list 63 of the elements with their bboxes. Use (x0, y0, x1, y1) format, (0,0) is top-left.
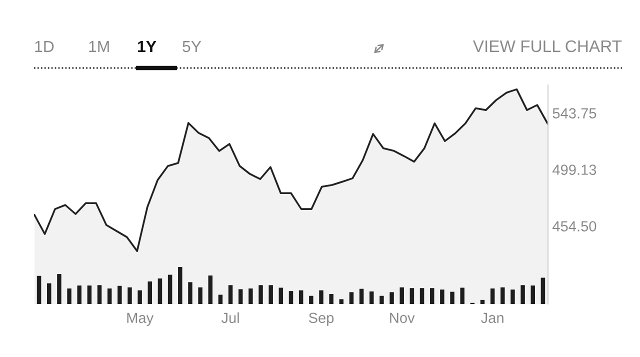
bar (370, 291, 374, 304)
bar (520, 285, 525, 304)
bar (107, 288, 112, 304)
bar (178, 267, 182, 304)
bar (540, 278, 546, 304)
x-tick-label: Jan (481, 312, 504, 324)
bar (198, 287, 202, 304)
bar (168, 274, 172, 304)
text: 1Y (138, 41, 156, 52)
bar (319, 290, 324, 304)
bar (36, 276, 42, 304)
text: 1D (35, 41, 54, 52)
y-tick-label: 499.13 (552, 164, 596, 175)
bar (480, 300, 485, 304)
bar (77, 286, 82, 304)
bar (188, 282, 192, 304)
bar (460, 288, 464, 304)
bar (359, 288, 364, 304)
bar (390, 292, 394, 304)
bar (339, 299, 344, 304)
bar (500, 287, 505, 304)
bar (97, 285, 102, 304)
bar (258, 285, 263, 304)
bar (57, 274, 62, 304)
bar (228, 285, 233, 304)
x-tick-label: May (127, 312, 154, 326)
text: 5Y (182, 41, 202, 52)
bar (530, 286, 535, 304)
bar (440, 290, 444, 304)
bar (380, 296, 384, 304)
bar (138, 290, 142, 304)
bar (450, 292, 454, 304)
bar (268, 285, 273, 304)
x-tick-label: Jul (221, 312, 239, 324)
bar (420, 288, 424, 304)
bar (490, 288, 495, 304)
text: VIEW FULL CHART (472, 40, 622, 52)
bar (410, 288, 414, 304)
bar (118, 286, 122, 304)
bar (218, 294, 223, 304)
bar (298, 290, 304, 304)
bar (349, 292, 354, 304)
bar (309, 296, 314, 304)
bar (238, 289, 243, 304)
x-tick-label: Nov (390, 312, 415, 324)
y-tick-label: 543.75 (552, 108, 596, 118)
bar (47, 283, 52, 304)
bar (278, 288, 284, 304)
bar (400, 287, 404, 304)
bar (329, 294, 334, 304)
text: 1M (89, 41, 109, 52)
bar (87, 286, 92, 304)
bar (208, 276, 212, 304)
x-tick-label: Sep (308, 312, 334, 326)
bar (148, 281, 152, 304)
bar (158, 278, 162, 304)
bar (430, 288, 434, 304)
y-tick-label: 454.50 (552, 221, 596, 232)
bar (248, 288, 253, 304)
bar (288, 291, 294, 304)
bar (128, 287, 132, 304)
bar (67, 288, 72, 304)
bar (510, 290, 515, 304)
